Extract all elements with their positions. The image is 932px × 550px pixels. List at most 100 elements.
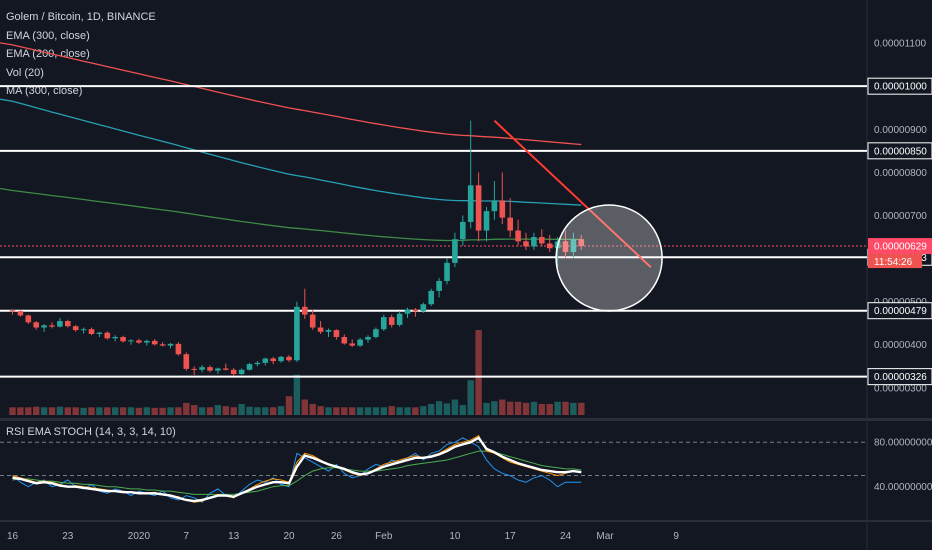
- candle-body: [436, 280, 442, 291]
- volume-bar: [372, 407, 380, 415]
- volume-bar: [491, 401, 498, 415]
- volume-bar: [222, 406, 229, 415]
- candle-body: [467, 185, 474, 222]
- candle-body: [254, 362, 261, 365]
- candle-body: [412, 309, 419, 312]
- candle-body: [128, 340, 134, 342]
- resistance-trendline: [493, 119, 652, 268]
- price-tick-label: 0.00001100: [874, 39, 927, 50]
- legend-vol[interactable]: Vol (20): [6, 66, 44, 79]
- candle-body: [333, 330, 340, 337]
- candle-body: [349, 343, 355, 346]
- current-price-label: 0.00000629: [874, 242, 927, 253]
- volume-bar: [293, 374, 301, 415]
- volume-bar: [554, 401, 561, 415]
- rsi-title[interactable]: RSI EMA STOCH (14, 3, 3, 14, 10): [6, 426, 176, 438]
- candle-body: [523, 241, 529, 247]
- volume-bar: [475, 330, 482, 415]
- candle-body: [531, 237, 537, 247]
- candle-body: [396, 313, 403, 325]
- oscillator-tick-label: 80.00000000: [874, 438, 932, 449]
- level-price-tag: [867, 142, 932, 160]
- candle-body: [286, 356, 292, 361]
- volume-bar: [428, 403, 435, 415]
- volume-bar: [72, 407, 79, 415]
- legend-ma300[interactable]: MA (300, close): [6, 85, 83, 97]
- time-tick-label: 16: [7, 531, 19, 542]
- time-tick-label: 2020: [128, 531, 151, 542]
- volume-bar: [317, 406, 324, 415]
- volume-bar: [467, 380, 474, 415]
- candle-body: [302, 306, 308, 315]
- price-tick-label: 0.00000400: [874, 340, 927, 351]
- volume-bar: [135, 407, 143, 415]
- candle-body: [317, 327, 324, 332]
- candle-body: [80, 329, 87, 331]
- volume-bar: [25, 407, 32, 415]
- volume-bar: [341, 407, 348, 415]
- time-tick-label: 23: [62, 531, 74, 542]
- volume-bar: [104, 407, 111, 415]
- volume-bar: [246, 406, 253, 415]
- volume-bar: [538, 403, 545, 415]
- candle-body: [230, 369, 237, 375]
- price-tick-label: 0.00000800: [874, 168, 927, 179]
- volume-bar: [9, 407, 16, 415]
- level-price-tag: [867, 77, 932, 95]
- current-price-tag: [868, 238, 932, 255]
- volume-bar: [459, 405, 466, 415]
- candle-body: [325, 330, 332, 332]
- candle-body: [546, 243, 553, 249]
- candle-body: [404, 309, 411, 314]
- candle-body: [167, 343, 174, 346]
- candle-body: [278, 356, 284, 362]
- volume-bar: [435, 401, 443, 415]
- candle-body: [151, 340, 158, 345]
- ma300-line: [0, 187, 582, 242]
- stoch-d-line: [12, 437, 582, 503]
- legend-ema300[interactable]: EMA (300, close): [6, 29, 90, 42]
- legend-ema200[interactable]: EMA (200, close): [6, 48, 90, 60]
- countdown-tag: [868, 254, 922, 269]
- time-tick-label: Mar: [596, 531, 614, 542]
- candle-body: [223, 368, 229, 370]
- time-tick-label: 26: [331, 531, 343, 542]
- volume-bar: [325, 407, 332, 415]
- candle-body: [238, 369, 245, 375]
- candle-body: [191, 368, 197, 370]
- volume-bar: [214, 405, 222, 415]
- volume-bar: [578, 402, 585, 415]
- volume-bar: [443, 403, 451, 415]
- volume-bar: [356, 407, 364, 415]
- volume-bar: [301, 399, 308, 415]
- candle-body: [159, 344, 166, 346]
- legend-title: Golem / Bitcoin, 1D, BINANCE: [6, 11, 156, 23]
- ema300-line: [0, 42, 582, 146]
- volume-bar: [80, 407, 87, 415]
- volume-bar: [167, 407, 174, 415]
- candle-body: [49, 325, 55, 327]
- candle-body: [507, 217, 513, 231]
- candle-body: [33, 322, 39, 328]
- candle-body: [562, 241, 569, 253]
- level-price-label: 0.00001000: [874, 82, 927, 93]
- volume-bar: [333, 407, 340, 415]
- volume-bar: [206, 407, 214, 415]
- volume-bar: [230, 407, 237, 415]
- signal-line: [12, 450, 582, 495]
- volume-bar: [88, 407, 95, 415]
- level-price-label: 0.00000479: [874, 306, 927, 317]
- candle-body: [215, 368, 221, 371]
- volume-bar: [48, 407, 56, 415]
- time-tick-label: 13: [228, 531, 240, 542]
- volume-bar: [483, 402, 490, 415]
- volume-bar: [396, 407, 403, 415]
- volume-bar: [349, 407, 356, 415]
- volume-bar: [96, 407, 103, 415]
- volume-bar: [198, 407, 206, 415]
- candle-body: [207, 367, 213, 371]
- volume-bar: [33, 406, 40, 415]
- candle-body: [420, 304, 427, 312]
- volume-bar: [562, 401, 569, 415]
